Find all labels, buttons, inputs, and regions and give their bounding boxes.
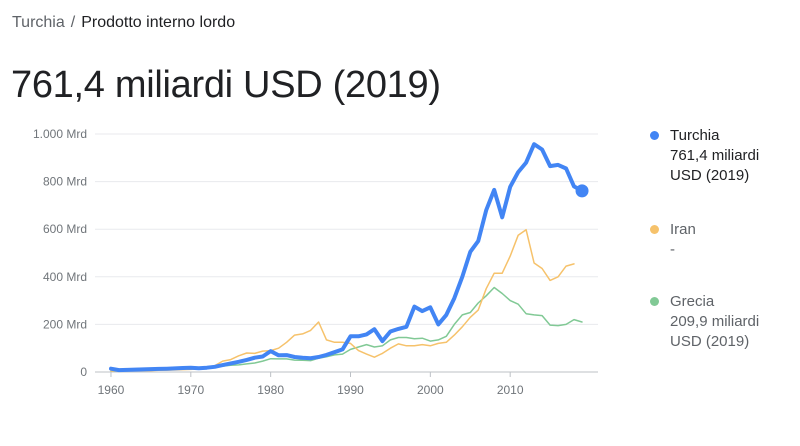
legend-dot-iran — [650, 225, 659, 234]
legend-text-iran: Iran - — [670, 220, 795, 260]
legend-text-greece: Grecia 209,9 miliardi USD (2019) — [670, 292, 795, 352]
y-tick-label-800: 800 Mrd — [43, 175, 87, 189]
y-tick-label-0: 0 — [80, 365, 87, 379]
x-tick-label-2010: 2010 — [497, 383, 524, 397]
legend-dot-greece — [650, 297, 659, 306]
legend-value-iran: - — [670, 241, 675, 258]
legend-text-turkey: Turchia 761,4 miliardi USD (2019) — [670, 126, 795, 186]
legend-name-iran: Iran — [670, 221, 696, 238]
series-line-turchia — [109, 142, 584, 373]
breadcrumb-current: Prodotto interno lordo — [81, 14, 236, 31]
legend-item-iran[interactable]: Iran - — [650, 220, 795, 260]
headline-value: 761,4 miliardi USD (2019) — [11, 64, 441, 106]
y-tick-label-200: 200 Mrd — [43, 317, 87, 331]
legend-name-turkey: Turchia — [670, 127, 720, 144]
breadcrumb-link-country[interactable]: Turchia — [12, 14, 65, 31]
legend-dot-turkey — [650, 131, 659, 140]
x-tick-label-1990: 1990 — [337, 383, 364, 397]
y-tick-label-400: 400 Mrd — [43, 270, 87, 284]
legend-item-greece[interactable]: Grecia 209,9 miliardi USD (2019) — [650, 292, 795, 352]
series-endpoint-turchia — [575, 184, 589, 198]
breadcrumb-separator: / — [70, 14, 76, 31]
x-tick-label-2000: 2000 — [417, 383, 444, 397]
breadcrumb: Turchia / Prodotto interno lordo — [12, 14, 235, 32]
legend-value-greece: 209,9 miliardi USD (2019) — [670, 313, 760, 350]
legend-value-turkey: 761,4 miliardi USD (2019) — [670, 147, 760, 184]
x-tick-label-1960: 1960 — [98, 383, 125, 397]
legend-item-turkey[interactable]: Turchia 761,4 miliardi USD (2019) — [650, 126, 795, 186]
series-line-grecia — [110, 286, 583, 372]
y-tick-label-600: 600 Mrd — [43, 222, 87, 236]
x-tick-label-1970: 1970 — [177, 383, 204, 397]
x-tick-label-1980: 1980 — [257, 383, 284, 397]
legend-name-greece: Grecia — [670, 293, 715, 310]
y-tick-label-1000: 1.000 Mrd — [33, 127, 87, 141]
